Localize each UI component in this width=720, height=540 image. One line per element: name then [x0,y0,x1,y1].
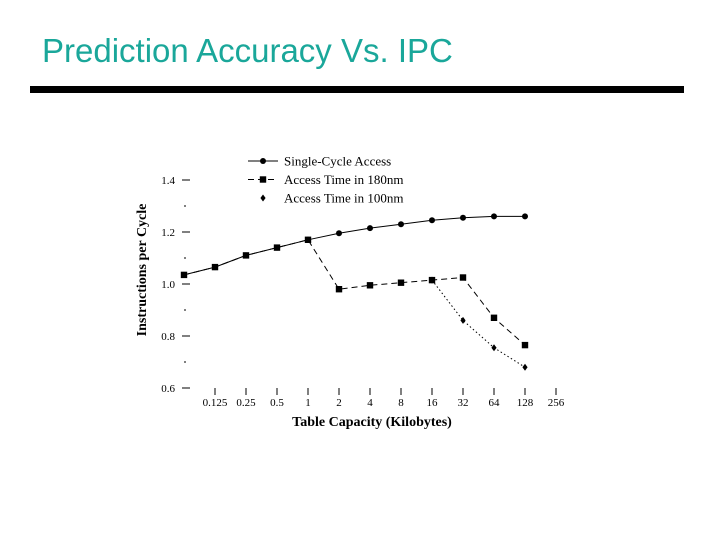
data-point [491,344,497,352]
axes: 0.6 0.8 1.0 1.2 1.4 0.125 0.25 0.5 1 2 4 8 16 32 64 128… [161,175,565,409]
data-point [429,276,435,284]
x-tick-label: 256 [548,397,565,409]
title-rule [30,86,684,93]
y-tick-label: 1.4 [161,175,175,187]
data-point [366,282,374,289]
x-axis-label: Table Capacity (Kilobytes) [292,415,452,430]
data-point [211,263,219,271]
series-line [431,279,526,368]
x-tick-label: 64 [489,397,501,409]
series-line [183,239,526,346]
data-point [460,214,466,221]
data-point [459,274,467,281]
data-point [460,316,466,324]
y-tick-label: 1.0 [161,279,175,291]
data-point [522,363,528,371]
data-point [336,230,342,237]
legend-label: Access Time in 180nm [284,172,404,187]
legend-marker [259,176,267,183]
data-point [273,244,281,251]
data-point [367,225,373,232]
x-tick-label: 128 [517,397,534,409]
data-point [521,341,529,349]
series-square [180,236,529,349]
x-tick-label: 8 [398,397,404,409]
series-line [183,215,525,276]
data-point [242,252,250,259]
series-circle [181,213,528,278]
series-layer [180,213,529,371]
data-point [398,221,404,228]
data-point [304,236,312,243]
legend-label: Single-Cycle Access [284,154,391,169]
data-point [335,286,343,293]
x-tick-label: 4 [367,397,373,409]
slide-title: Prediction Accuracy Vs. IPC [42,32,453,69]
y-tick-label: 0.8 [161,331,175,343]
x-tick-label: 0.5 [270,397,284,409]
legend-marker [260,158,266,164]
data-point [397,279,405,286]
x-tick-label: 16 [427,397,439,409]
legend-marker [260,194,266,202]
y-tick-label: 1.2 [161,227,175,239]
y-axis-label: Instructions per Cycle [135,204,150,337]
data-point [180,271,188,279]
x-tick-label: 32 [458,397,469,409]
data-point [522,213,528,220]
y-tick-label: 0.6 [161,383,175,395]
data-point [429,217,435,224]
data-point [490,314,498,321]
x-tick-label: 0.25 [236,397,256,409]
series-diamond [429,276,528,371]
x-tick-label: 1 [305,397,311,409]
data-point [491,213,497,220]
legend-label: Access Time in 100nm [284,191,404,206]
x-tick-label: 0.125 [203,397,228,409]
x-tick-label: 2 [336,397,342,409]
legend: Single-Cycle Access Access Time in 180nm A… [248,154,404,206]
